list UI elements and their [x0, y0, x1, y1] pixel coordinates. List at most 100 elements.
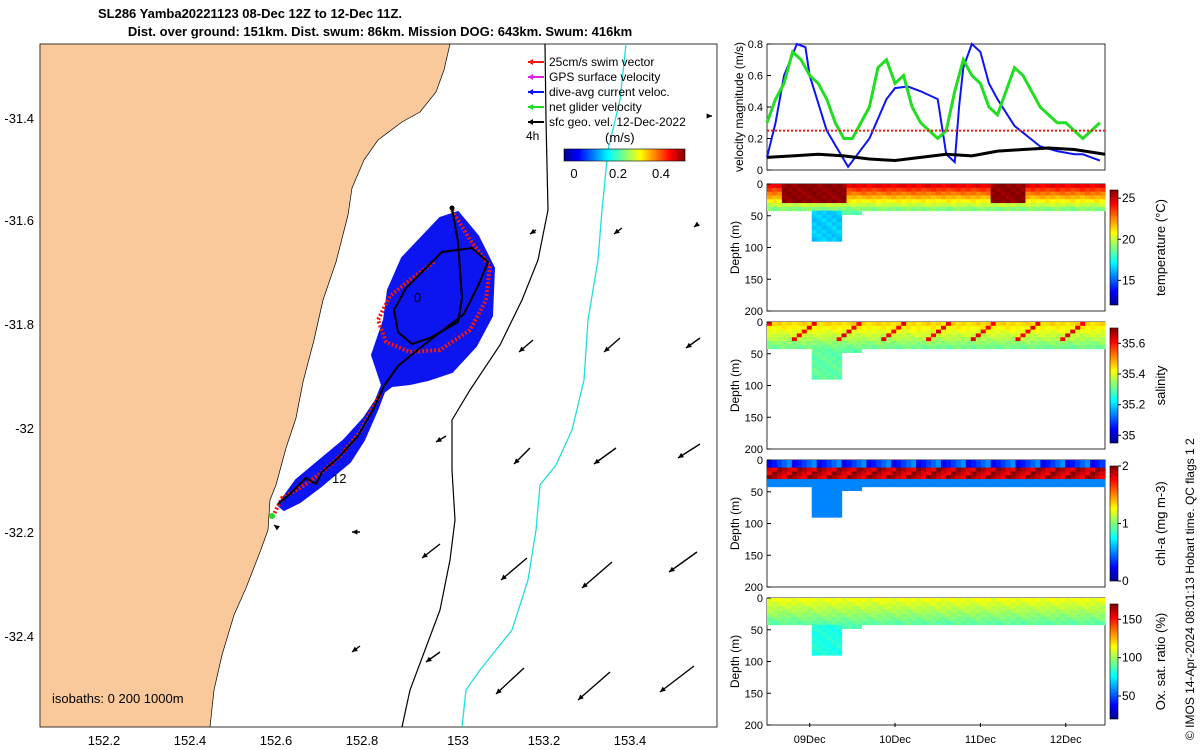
heatmap-cell — [1030, 333, 1037, 338]
heatmap-cell — [1080, 187, 1086, 193]
heatmap-cell — [891, 206, 897, 212]
heatmap-cell — [841, 605, 848, 610]
isobath-legend: isobaths: 0 200 1000m — [52, 691, 184, 706]
heatmap-cell — [896, 322, 902, 327]
heatmap-cell — [1045, 199, 1051, 204]
heatmap-cell — [841, 344, 848, 350]
heatmap-colorbar — [1109, 603, 1119, 720]
heatmap-cell — [821, 367, 828, 373]
heatmap-cell — [940, 184, 947, 189]
heatmap-cell — [836, 513, 843, 518]
heatmap-cell — [811, 203, 818, 208]
heatmap-cell — [866, 471, 872, 476]
heatmap-cell — [916, 475, 922, 480]
heatmap-cell — [771, 341, 778, 346]
legend-entry-label: sfc geo. vel. 12-Dec-2022 — [549, 115, 686, 129]
heatmap-cell — [831, 460, 838, 465]
heatmap-cell — [791, 199, 798, 204]
heatmap-cell — [1055, 479, 1061, 484]
heatmap-cell — [1010, 479, 1017, 484]
heatmap-cell — [1025, 479, 1032, 484]
heatmap-cell — [786, 344, 793, 350]
heatmap-cell — [921, 184, 927, 189]
heatmap-cell — [866, 187, 872, 193]
heatmap-cell — [831, 643, 838, 649]
land-mass — [40, 44, 451, 727]
heatmap-cell — [1075, 475, 1081, 480]
heatmap-cell — [767, 467, 773, 472]
heatmap-cell — [955, 199, 962, 204]
heatmap-cell — [940, 206, 947, 212]
heatmap-cell — [811, 482, 818, 488]
heatmap-cell — [940, 329, 947, 334]
heatmap-cell — [950, 479, 957, 484]
heatmap-cell — [776, 613, 783, 618]
heatmap-cell — [771, 613, 778, 618]
heatmap-cell — [1050, 184, 1056, 189]
heatmap-cell — [1060, 203, 1066, 208]
heatmap-cell — [767, 341, 773, 346]
heatmap-cell — [1090, 344, 1096, 350]
heatmap-cell — [1060, 322, 1066, 327]
heatmap-cell — [1060, 482, 1066, 488]
heatmap-cell — [771, 203, 778, 208]
heatmap-cell — [1085, 601, 1091, 607]
heatmap-cell — [1040, 613, 1046, 618]
heatmap-cell — [831, 486, 838, 491]
heatmap-cell — [1040, 482, 1046, 488]
heatmap-cell — [896, 598, 902, 603]
heatmap-cell — [851, 617, 858, 622]
heatmap-cell — [926, 322, 932, 327]
heatmap-cell — [1090, 191, 1096, 196]
heatmap-cell — [931, 617, 937, 622]
heatmap-cell — [871, 184, 877, 189]
heatmap-cell — [821, 237, 828, 242]
heatmap-cell — [1005, 337, 1012, 342]
heatmap-cell — [1065, 184, 1071, 189]
heatmap-cell — [985, 460, 992, 465]
heatmap-cell — [1045, 601, 1051, 607]
heatmap-cell — [936, 620, 942, 626]
heatmap-cell — [801, 475, 808, 480]
legend-entry: sfc geo. vel. 12-Dec-2022 — [528, 115, 686, 129]
heatmap-cell — [980, 471, 987, 476]
heatmap-cell — [841, 467, 848, 472]
heatmap-cell — [1095, 333, 1101, 338]
heatmap-cell — [1050, 337, 1056, 342]
heatmap-cell — [916, 195, 922, 200]
heatmap-cell — [826, 639, 833, 645]
heatmap-cell — [776, 460, 783, 465]
heatmap-cell — [960, 479, 967, 484]
heatmap-cell — [995, 344, 1002, 350]
heatmap-cell — [1015, 609, 1022, 614]
heatmap-cell — [796, 482, 803, 488]
heatmap-cell — [1060, 617, 1066, 622]
heatmap-cell — [1100, 601, 1106, 607]
heatmap-cell — [975, 613, 982, 618]
heatmap-cell — [876, 322, 882, 327]
heatmap-cell — [906, 479, 912, 484]
heatmap-cell — [980, 475, 987, 480]
heatmap-cell — [965, 475, 972, 480]
heatmap-cell — [950, 187, 957, 193]
heatmap-cell — [965, 460, 972, 465]
heatmap-cell — [861, 467, 868, 472]
heatmap-cell — [856, 624, 863, 629]
heatmap-cell — [1090, 337, 1096, 342]
heatmap-cell — [826, 628, 833, 633]
heatmap-cell — [886, 322, 892, 327]
heatmap-cell — [911, 329, 917, 334]
heatmap-cell — [811, 222, 818, 227]
heatmap-cell — [876, 199, 882, 204]
heatmap-cell — [906, 187, 912, 193]
heatmap-cell — [1025, 617, 1032, 622]
heatmap-cell — [786, 620, 793, 626]
heatmap-cell — [1045, 463, 1051, 469]
heatmap-cell — [781, 195, 788, 200]
heatmap-cell — [821, 356, 828, 361]
heatmap-cell — [826, 490, 833, 495]
heatmap-cell — [896, 460, 902, 465]
legend-entry: net glider velocity — [528, 100, 642, 114]
heatmap-cell — [1065, 191, 1071, 196]
colorbar-tick: 15 — [1122, 273, 1136, 287]
